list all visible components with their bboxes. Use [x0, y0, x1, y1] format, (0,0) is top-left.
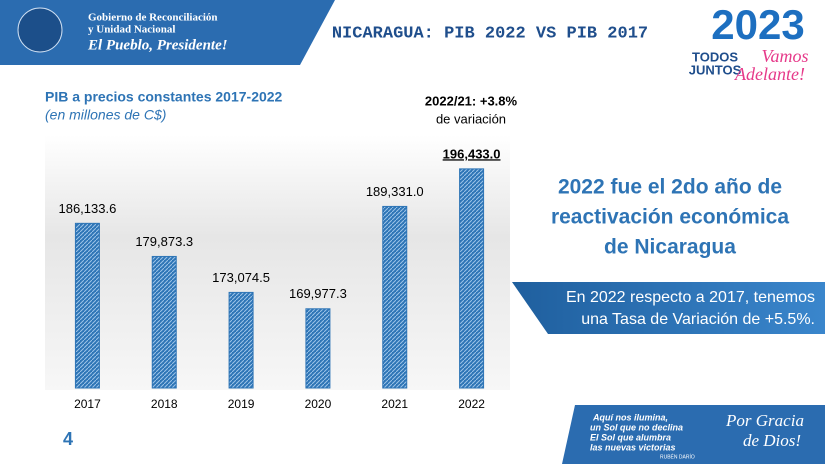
logo-script: Adelante!: [734, 64, 805, 84]
value-label: 169,977.3: [289, 286, 347, 301]
bar-chart: 186,133.6 2017 179,873.3 2018 173,074.5 2019 1…: [58, 146, 500, 411]
org-name: Gobierno de Reconciliación: [88, 12, 218, 24]
logo-year: 2023: [711, 1, 804, 48]
quote: las nuevas victorias: [590, 442, 676, 452]
bar: [459, 168, 485, 389]
bar: [382, 205, 408, 389]
value-label: 189,331.0: [366, 184, 424, 199]
message-text: En 2022 respecto a 2017, tenemos: [566, 289, 815, 306]
header-banner: [0, 0, 335, 65]
bar: [74, 222, 100, 389]
logo-script: Vamos: [761, 46, 808, 66]
x-tick-label: 2018: [151, 397, 178, 411]
quote: un Sol que no declina: [590, 422, 683, 432]
x-tick-label: 2017: [74, 397, 101, 411]
page-number: 4: [63, 429, 73, 449]
chart-title: PIB a precios constantes 2017-2022: [45, 89, 283, 105]
x-tick-label: 2020: [305, 397, 332, 411]
plot-area: [45, 135, 510, 390]
x-tick-label: 2021: [381, 397, 408, 411]
footer-script: Por Gracia: [725, 411, 804, 430]
bar: [228, 291, 254, 389]
footer-script: de Dios!: [743, 431, 801, 450]
headline: de Nicaragua: [604, 236, 736, 259]
quote: Aquí nos ilumina,: [592, 412, 668, 422]
headline: 2022 fue el 2do año de: [558, 176, 782, 199]
value-label: 186,133.6: [58, 201, 116, 216]
bar: [151, 255, 177, 389]
quote: El Sol que alumbra: [590, 432, 671, 442]
logo-text: TODOS: [692, 49, 738, 64]
annotation: de variación: [436, 111, 506, 126]
message-text: una Tasa de Variación de +5.5%.: [581, 311, 815, 328]
logo-text: JUNTOS: [689, 62, 742, 77]
annotation: 2022/21: +3.8%: [425, 93, 518, 108]
motto: El Pueblo, Presidente!: [87, 37, 228, 53]
value-label: 196,433.0: [443, 146, 501, 161]
emblem: [17, 7, 63, 53]
bar: [305, 308, 331, 389]
value-label: 173,074.5: [212, 270, 270, 285]
org-name: y Unidad Nacional: [88, 24, 175, 36]
x-tick-label: 2019: [228, 397, 255, 411]
chart-subtitle: (en millones de C$): [45, 107, 166, 123]
message-box: [512, 282, 825, 334]
x-tick-label: 2022: [458, 397, 485, 411]
value-label: 179,873.3: [135, 234, 193, 249]
slide-title: NICARAGUA: PIB 2022 VS PIB 2017: [332, 24, 648, 43]
headline: reactivación económica: [551, 206, 789, 229]
quote-author: RUBÉN DARÍO: [660, 453, 695, 460]
footer-banner: [562, 405, 825, 464]
